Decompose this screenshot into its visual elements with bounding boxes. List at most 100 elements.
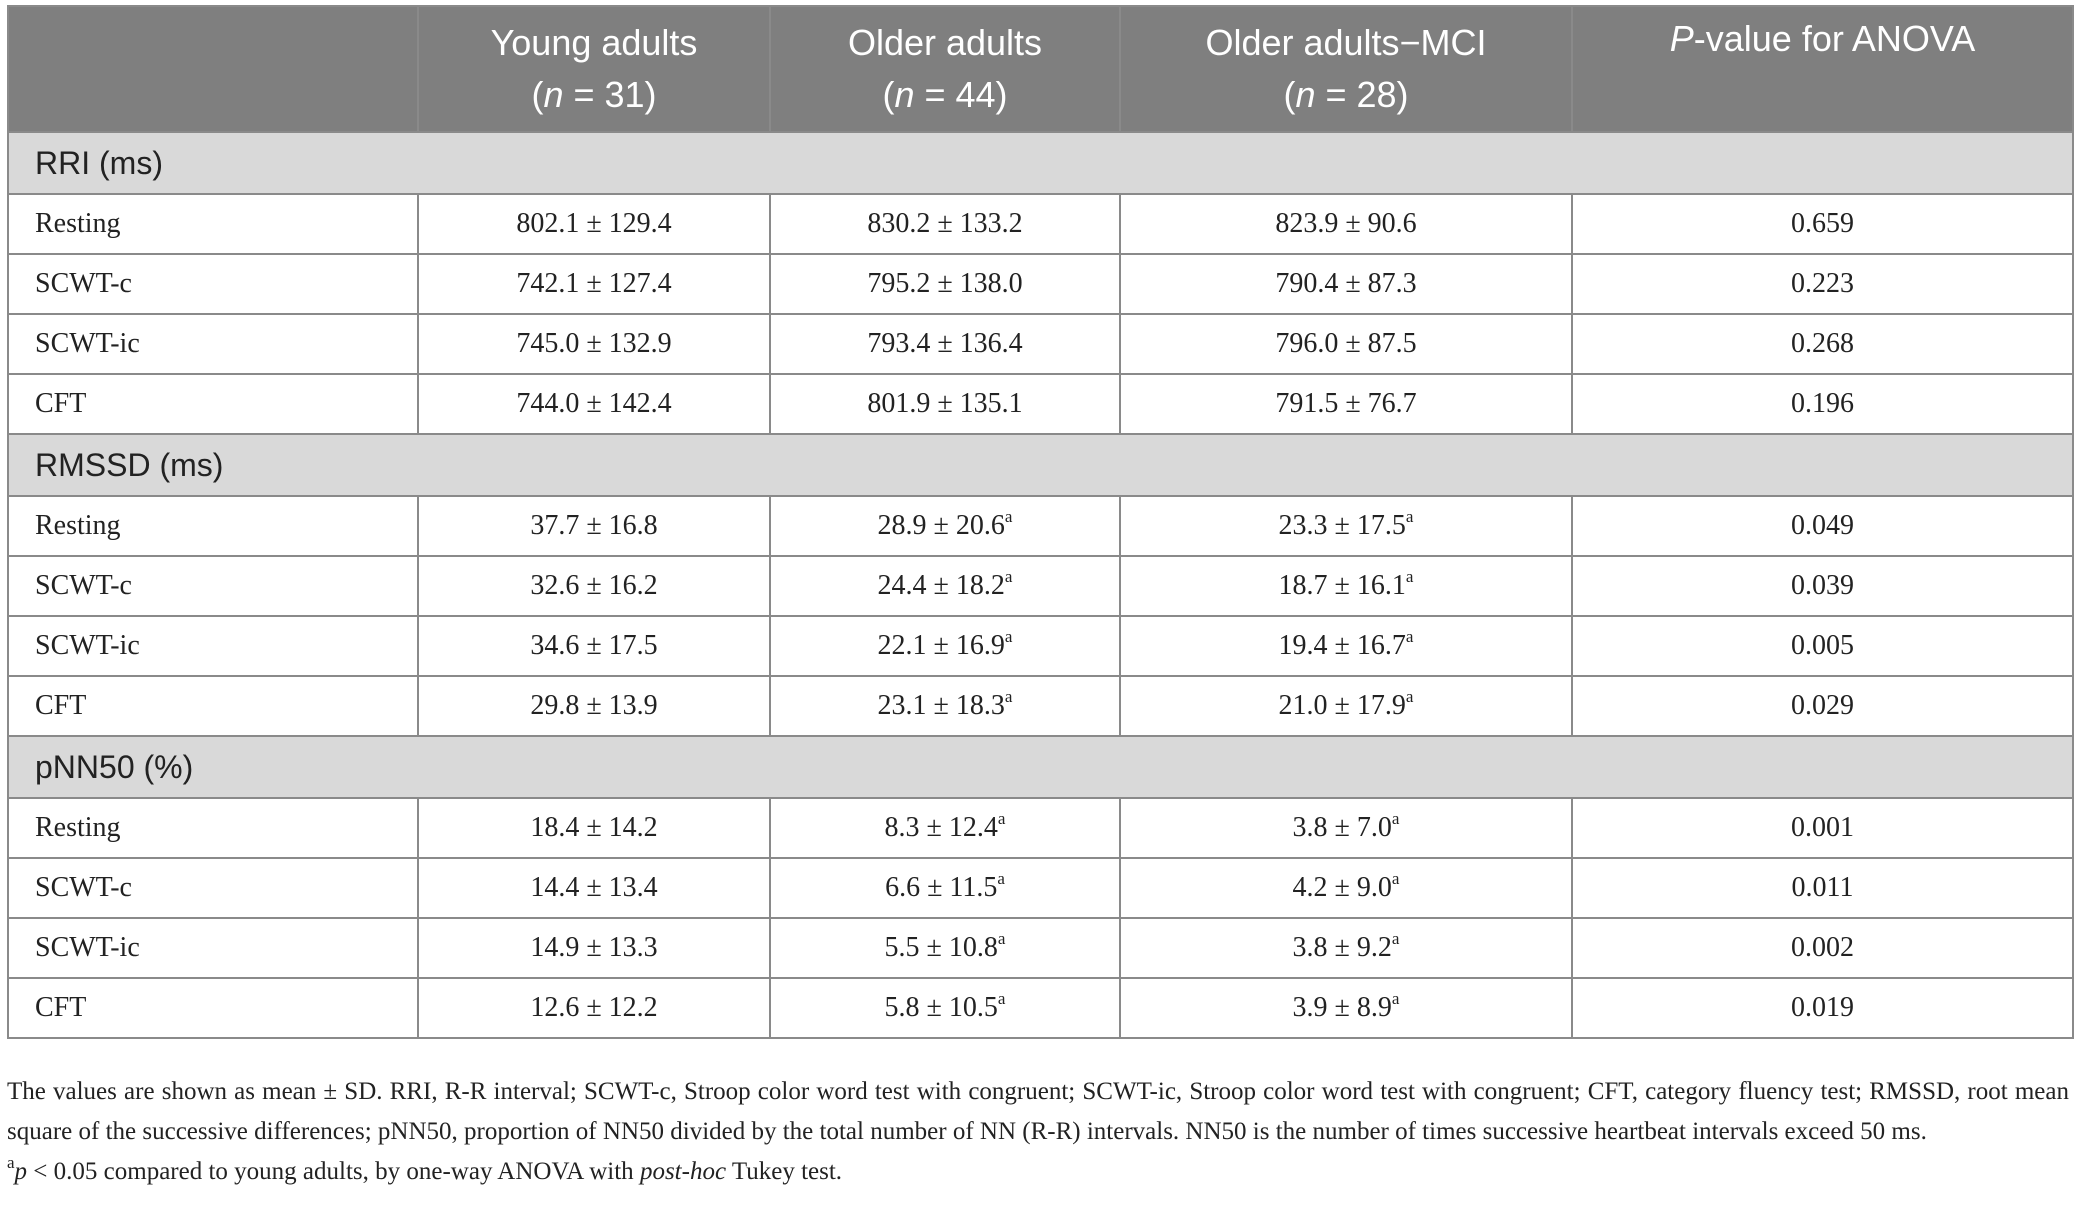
row-label-value: CFT [35,388,87,419]
cell-older-adults: 793.4 ± 136.4 [769,313,1121,375]
n-value: = 28) [1315,74,1409,115]
cell-p-value-value: 0.049 [1791,510,1854,541]
cell-older-adults: 830.2 ± 133.2 [769,193,1121,255]
cell-young-adults: 744.0 ± 142.4 [417,373,771,435]
section-title: pNN50 (%) [7,735,2074,799]
row-label: CFT [7,675,419,737]
header-older-adults-mci-name: Older adults−MCI [1205,22,1487,63]
cell-p-value: 0.196 [1571,373,2074,435]
cell-older-adults-mci: 790.4 ± 87.3 [1119,253,1573,315]
table-footnotes: The values are shown as mean ± SD. RRI, … [7,1072,2069,1192]
cell-p-value: 0.268 [1571,313,2074,375]
table-row: SCWT-ic 745.0 ± 132.9 793.4 ± 136.4 796.0 ±… [7,313,2074,375]
cell-older-adults-value: 22.1 ± 16.9 [877,630,1005,661]
significance-marker: a [1004,686,1013,706]
cell-older-adults-value: 795.2 ± 138.0 [867,268,1023,299]
table-row: SCWT-c 32.6 ± 16.2 24.4 ± 18.2a 18.7 ± 16.1… [7,555,2074,617]
cell-young-adults: 34.6 ± 17.5 [417,615,771,677]
cell-older-adults-mci: 791.5 ± 76.7 [1119,373,1573,435]
header-row: Young adults (n = 31) Older adults (n = … [7,5,2074,133]
cell-older-adults: 28.9 ± 20.6a [769,495,1121,557]
row-label: Resting [7,495,419,557]
section-title: RRI (ms) [7,131,2074,195]
cell-young-adults: 29.8 ± 13.9 [417,675,771,737]
cell-older-adults-value: 28.9 ± 20.6 [877,510,1005,541]
cell-young-adults-value: 14.4 ± 13.4 [530,872,658,903]
cell-young-adults-value: 744.0 ± 142.4 [516,388,672,419]
cell-young-adults-value: 12.6 ± 12.2 [530,992,658,1023]
paren: ( [1283,74,1296,115]
table-row: Resting 37.7 ± 16.8 28.9 ± 20.6a 23.3 ± 17.… [7,495,2074,557]
header-older-adults-n: (n = 44) [771,69,1119,121]
cell-older-adults: 5.8 ± 10.5a [769,977,1121,1039]
significance-marker: a [1004,566,1013,586]
cell-young-adults-value: 742.1 ± 127.4 [516,268,672,299]
row-label: SCWT-ic [7,313,419,375]
cell-p-value: 0.039 [1571,555,2074,617]
table-row: SCWT-ic 14.9 ± 13.3 5.5 ± 10.8a 3.8 ± 9.2a 0… [7,917,2074,979]
significance-marker: a [997,988,1006,1008]
cell-older-adults-mci-value: 791.5 ± 76.7 [1275,388,1417,419]
cell-p-value: 0.049 [1571,495,2074,557]
cell-young-adults-value: 745.0 ± 132.9 [516,328,672,359]
n-symbol: n [543,74,564,115]
row-label-value: SCWT-ic [35,328,140,359]
significance-marker: a [997,808,1006,828]
cell-older-adults-mci: 18.7 ± 16.1a [1119,555,1573,617]
row-label: Resting [7,797,419,859]
cell-p-value-value: 0.196 [1791,388,1854,419]
cell-p-value-value: 0.019 [1791,992,1854,1023]
significance-marker: a [1391,988,1400,1008]
cell-young-adults: 37.7 ± 16.8 [417,495,771,557]
cell-older-adults-value: 830.2 ± 133.2 [867,208,1023,239]
row-label-value: Resting [35,208,121,239]
header-older-adults-mci: Older adults−MCI (n = 28) [1119,5,1573,133]
header-older-adults-name: Older adults [847,22,1043,63]
cell-older-adults-mci-value: 19.4 ± 16.7 [1278,630,1406,661]
header-older-adults: Older adults (n = 44) [769,5,1121,133]
cell-older-adults: 795.2 ± 138.0 [769,253,1121,315]
cell-p-value-value: 0.001 [1791,812,1854,843]
cell-p-value-value: 0.029 [1791,690,1854,721]
header-young-adults-n: (n = 31) [419,69,769,121]
hrv-results-table: Young adults (n = 31) Older adults (n = … [7,5,2074,1039]
significance-marker: a [1004,506,1013,526]
header-p-value-label: P-value for ANOVA [1573,13,2072,65]
cell-older-adults-mci: 19.4 ± 16.7a [1119,615,1573,677]
header-young-adults-name: Young adults [490,22,698,63]
table-row: SCWT-c 14.4 ± 13.4 6.6 ± 11.5a 4.2 ± 9.0a 0.… [7,857,2074,919]
cell-young-adults-value: 18.4 ± 14.2 [530,812,658,843]
results-table-container: Young adults (n = 31) Older adults (n = … [7,5,2074,1039]
n-value: = 44) [914,74,1008,115]
row-label: SCWT-c [7,555,419,617]
cell-young-adults: 12.6 ± 12.2 [417,977,771,1039]
p-symbol: P [1669,18,1694,59]
cell-p-value-value: 0.039 [1791,570,1854,601]
cell-older-adults: 22.1 ± 16.9a [769,615,1121,677]
table-header: Young adults (n = 31) Older adults (n = … [7,5,2074,133]
cell-p-value-value: 0.659 [1791,208,1854,239]
cell-older-adults-value: 793.4 ± 136.4 [867,328,1023,359]
section-row: RRI (ms) [7,131,2074,195]
cell-older-adults-value: 5.8 ± 10.5 [884,992,998,1023]
cell-young-adults: 14.4 ± 13.4 [417,857,771,919]
table-row: CFT 744.0 ± 142.4 801.9 ± 135.1 791.5 ± 76.… [7,373,2074,435]
row-label: CFT [7,373,419,435]
table-row: CFT 29.8 ± 13.9 23.1 ± 18.3a 21.0 ± 17.9a 0.… [7,675,2074,737]
table-row: SCWT-ic 34.6 ± 17.5 22.1 ± 16.9a 19.4 ± 16.… [7,615,2074,677]
row-label-value: SCWT-c [35,570,132,601]
cell-young-adults-value: 37.7 ± 16.8 [530,510,658,541]
significance-marker: a [997,928,1006,948]
footnote-p-symbol: p [14,1158,28,1185]
cell-older-adults-mci-value: 790.4 ± 87.3 [1275,268,1417,299]
row-label: SCWT-c [7,857,419,919]
cell-young-adults-value: 34.6 ± 17.5 [530,630,658,661]
cell-older-adults-mci-value: 3.8 ± 9.2 [1292,932,1392,963]
cell-older-adults: 6.6 ± 11.5a [769,857,1121,919]
cell-older-adults-mci: 3.8 ± 7.0a [1119,797,1573,859]
paren: ( [531,74,544,115]
cell-young-adults: 802.1 ± 129.4 [417,193,771,255]
cell-older-adults-mci: 3.8 ± 9.2a [1119,917,1573,979]
n-value: = 31) [563,74,657,115]
row-label-value: Resting [35,510,121,541]
